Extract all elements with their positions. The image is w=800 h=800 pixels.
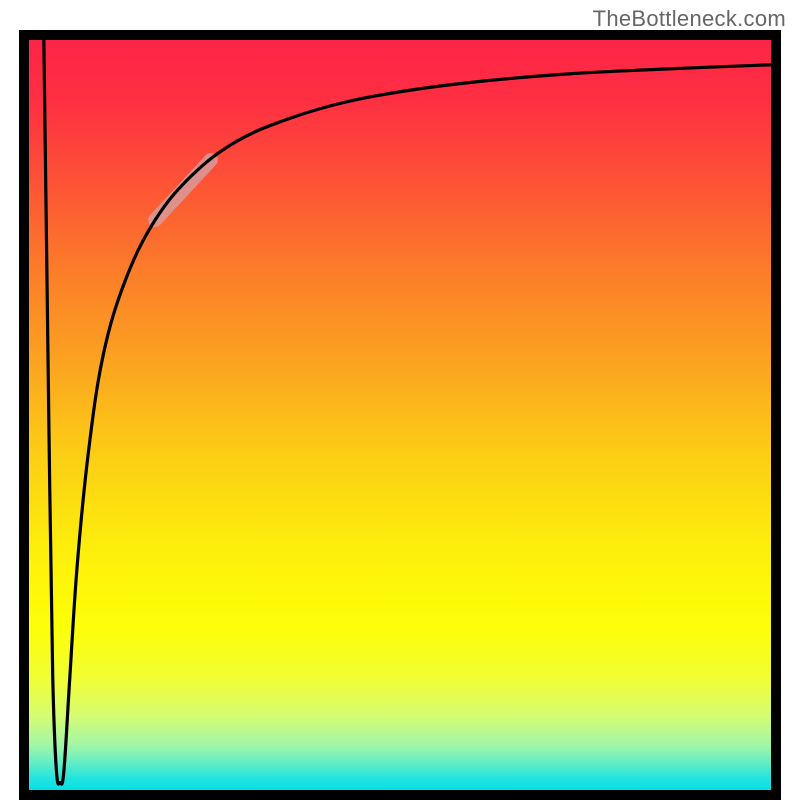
plot-area: [24, 35, 776, 795]
chart-canvas: [0, 0, 800, 800]
chart-container: TheBottleneck.com: [0, 0, 800, 800]
gradient-background: [29, 40, 771, 790]
watermark-text: TheBottleneck.com: [593, 6, 786, 32]
